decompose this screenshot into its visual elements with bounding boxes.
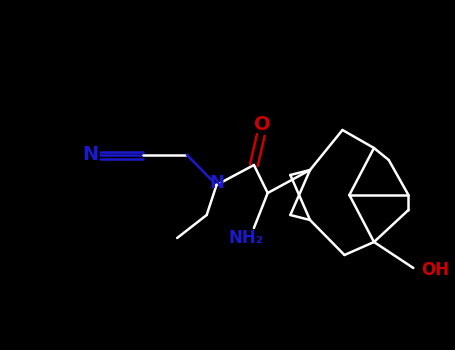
Text: O: O xyxy=(254,116,271,134)
Text: N: N xyxy=(209,174,224,192)
Text: OH: OH xyxy=(421,261,450,279)
Text: N: N xyxy=(82,146,99,164)
Text: NH₂: NH₂ xyxy=(228,229,263,247)
